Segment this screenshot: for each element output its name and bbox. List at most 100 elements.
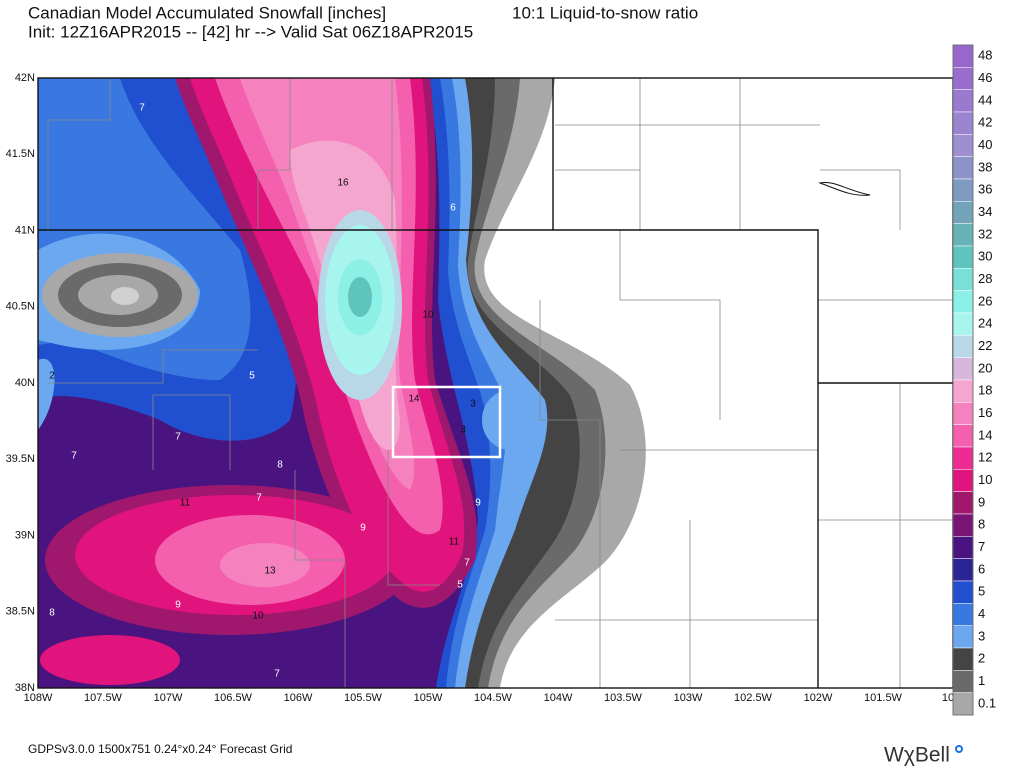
contour-label: 11 [180, 498, 191, 509]
contour-label: 6 [450, 203, 456, 214]
lat-label: 38.5N [6, 606, 35, 618]
colorbar-swatch [952, 424, 974, 448]
contour-label: 8 [277, 460, 283, 471]
lon-label: 101.5W [864, 692, 903, 704]
colorbar-label: 10 [978, 472, 992, 487]
lat-label: 38N [15, 682, 35, 694]
colorbar-label: 12 [978, 450, 992, 465]
colorbar-swatch [952, 603, 974, 626]
contour-labels: 7 16 6 10 2 5 14 3 3 7 7 8 7 11 9 9 11 1… [49, 103, 481, 680]
ratio: 10:1 Liquid-to-snow ratio [512, 3, 698, 22]
colorbar-swatch [952, 335, 974, 358]
contour-label: 3 [460, 425, 466, 436]
colorbar-label: 38 [978, 159, 992, 174]
colorbar-label: 30 [978, 249, 992, 264]
contour-label: 5 [249, 371, 255, 382]
colorbar-swatch [952, 268, 974, 291]
lon-label: 108W [24, 692, 53, 704]
title: Canadian Model Accumulated Snowfall [inc… [28, 3, 386, 22]
contour-label: 8 [49, 608, 55, 619]
lon-label: 104W [544, 692, 573, 704]
colorbar-swatch [952, 402, 974, 425]
logo: WχBell [884, 744, 950, 767]
contour-label: 16 [337, 178, 349, 189]
colorbar-swatch [952, 201, 974, 224]
colorbar-label: 1 [978, 673, 985, 688]
colorbar-swatch [952, 692, 974, 716]
contour-label: 9 [175, 600, 181, 611]
init-line: Init: 12Z16APR2015 -- [42] hr --> Valid … [28, 22, 473, 41]
colorbar-label: 32 [978, 226, 992, 241]
colorbar-swatch [952, 670, 974, 693]
colorbar-swatch [952, 357, 974, 381]
colorbar-label: 26 [978, 293, 992, 308]
colorbar-swatch [952, 446, 974, 470]
lon-label: 104.5W [474, 692, 513, 704]
colorbar-label: 28 [978, 271, 992, 286]
contour-label: 7 [139, 103, 145, 114]
contour-label: 7 [464, 558, 470, 569]
colorbar-swatch [952, 89, 974, 113]
colorbar-swatch [952, 580, 974, 604]
contour-label: 2 [49, 371, 55, 382]
contour-label: 9 [475, 498, 481, 509]
lat-label: 40N [15, 377, 35, 389]
colorbar-label: 4 [978, 606, 985, 621]
colorbar-swatch [952, 178, 974, 202]
colorbar-label: 7 [978, 539, 985, 554]
colorbar-swatch [952, 491, 974, 515]
colorbar-label: 5 [978, 584, 985, 599]
lat-label: 41N [15, 224, 35, 236]
colorbar-label: 14 [978, 427, 992, 442]
colorbar-swatch [952, 290, 974, 314]
lat-label: 41.5N [6, 148, 35, 160]
colorbar-label: 18 [978, 383, 992, 398]
lon-label: 106.5W [214, 692, 253, 704]
colorbar-swatch [952, 312, 974, 336]
lon-label: 10 [942, 692, 954, 704]
colorbar-swatch [952, 536, 974, 559]
colorbar-swatch [952, 111, 974, 135]
lake [818, 181, 871, 196]
colorbar-swatch [952, 558, 974, 582]
colorbar-label: 20 [978, 360, 992, 375]
contour-label: 7 [274, 669, 280, 680]
contour-label: 13 [264, 566, 276, 577]
contour-label: 10 [422, 310, 434, 321]
colorbar-label: 36 [978, 182, 992, 197]
contour-label: 14 [408, 394, 420, 405]
colorbar-label: 22 [978, 338, 992, 353]
colorbar-label: 0.1 [978, 695, 996, 710]
colorbar-swatch [952, 156, 974, 180]
colorbar-label: 40 [978, 137, 992, 152]
lon-label: 105W [414, 692, 443, 704]
contour-label: 7 [71, 451, 77, 462]
logo-dot [955, 745, 963, 753]
lat-label: 39.5N [6, 453, 35, 465]
contour-label: 3 [470, 399, 476, 410]
county-lines [47, 78, 953, 688]
colorbar-frame [952, 44, 974, 716]
snowfall-field [38, 78, 953, 688]
colorbar-swatch [952, 44, 974, 68]
colorbar-label: 9 [978, 494, 985, 509]
colorbar-swatch [952, 67, 974, 90]
colorbar-label: 44 [978, 92, 992, 107]
colorbar-swatch [952, 647, 974, 671]
lon-label: 105.5W [344, 692, 383, 704]
colorbar-label: 48 [978, 48, 992, 63]
colorbar-swatch [952, 379, 974, 403]
contour-label: 7 [175, 432, 181, 443]
colorbar-label: 6 [978, 561, 985, 576]
colorbar-swatch [952, 223, 974, 247]
lat-label: 42N [15, 72, 35, 84]
lat-label: 39N [15, 529, 35, 541]
colorbar-swatch [952, 469, 974, 492]
colorbar-label: 8 [978, 517, 985, 532]
lon-label: 102W [804, 692, 833, 704]
lon-label: 103.5W [604, 692, 643, 704]
colorbar-label: 34 [978, 204, 992, 219]
colorbar-label: 16 [978, 405, 992, 420]
lon-label: 102.5W [734, 692, 773, 704]
